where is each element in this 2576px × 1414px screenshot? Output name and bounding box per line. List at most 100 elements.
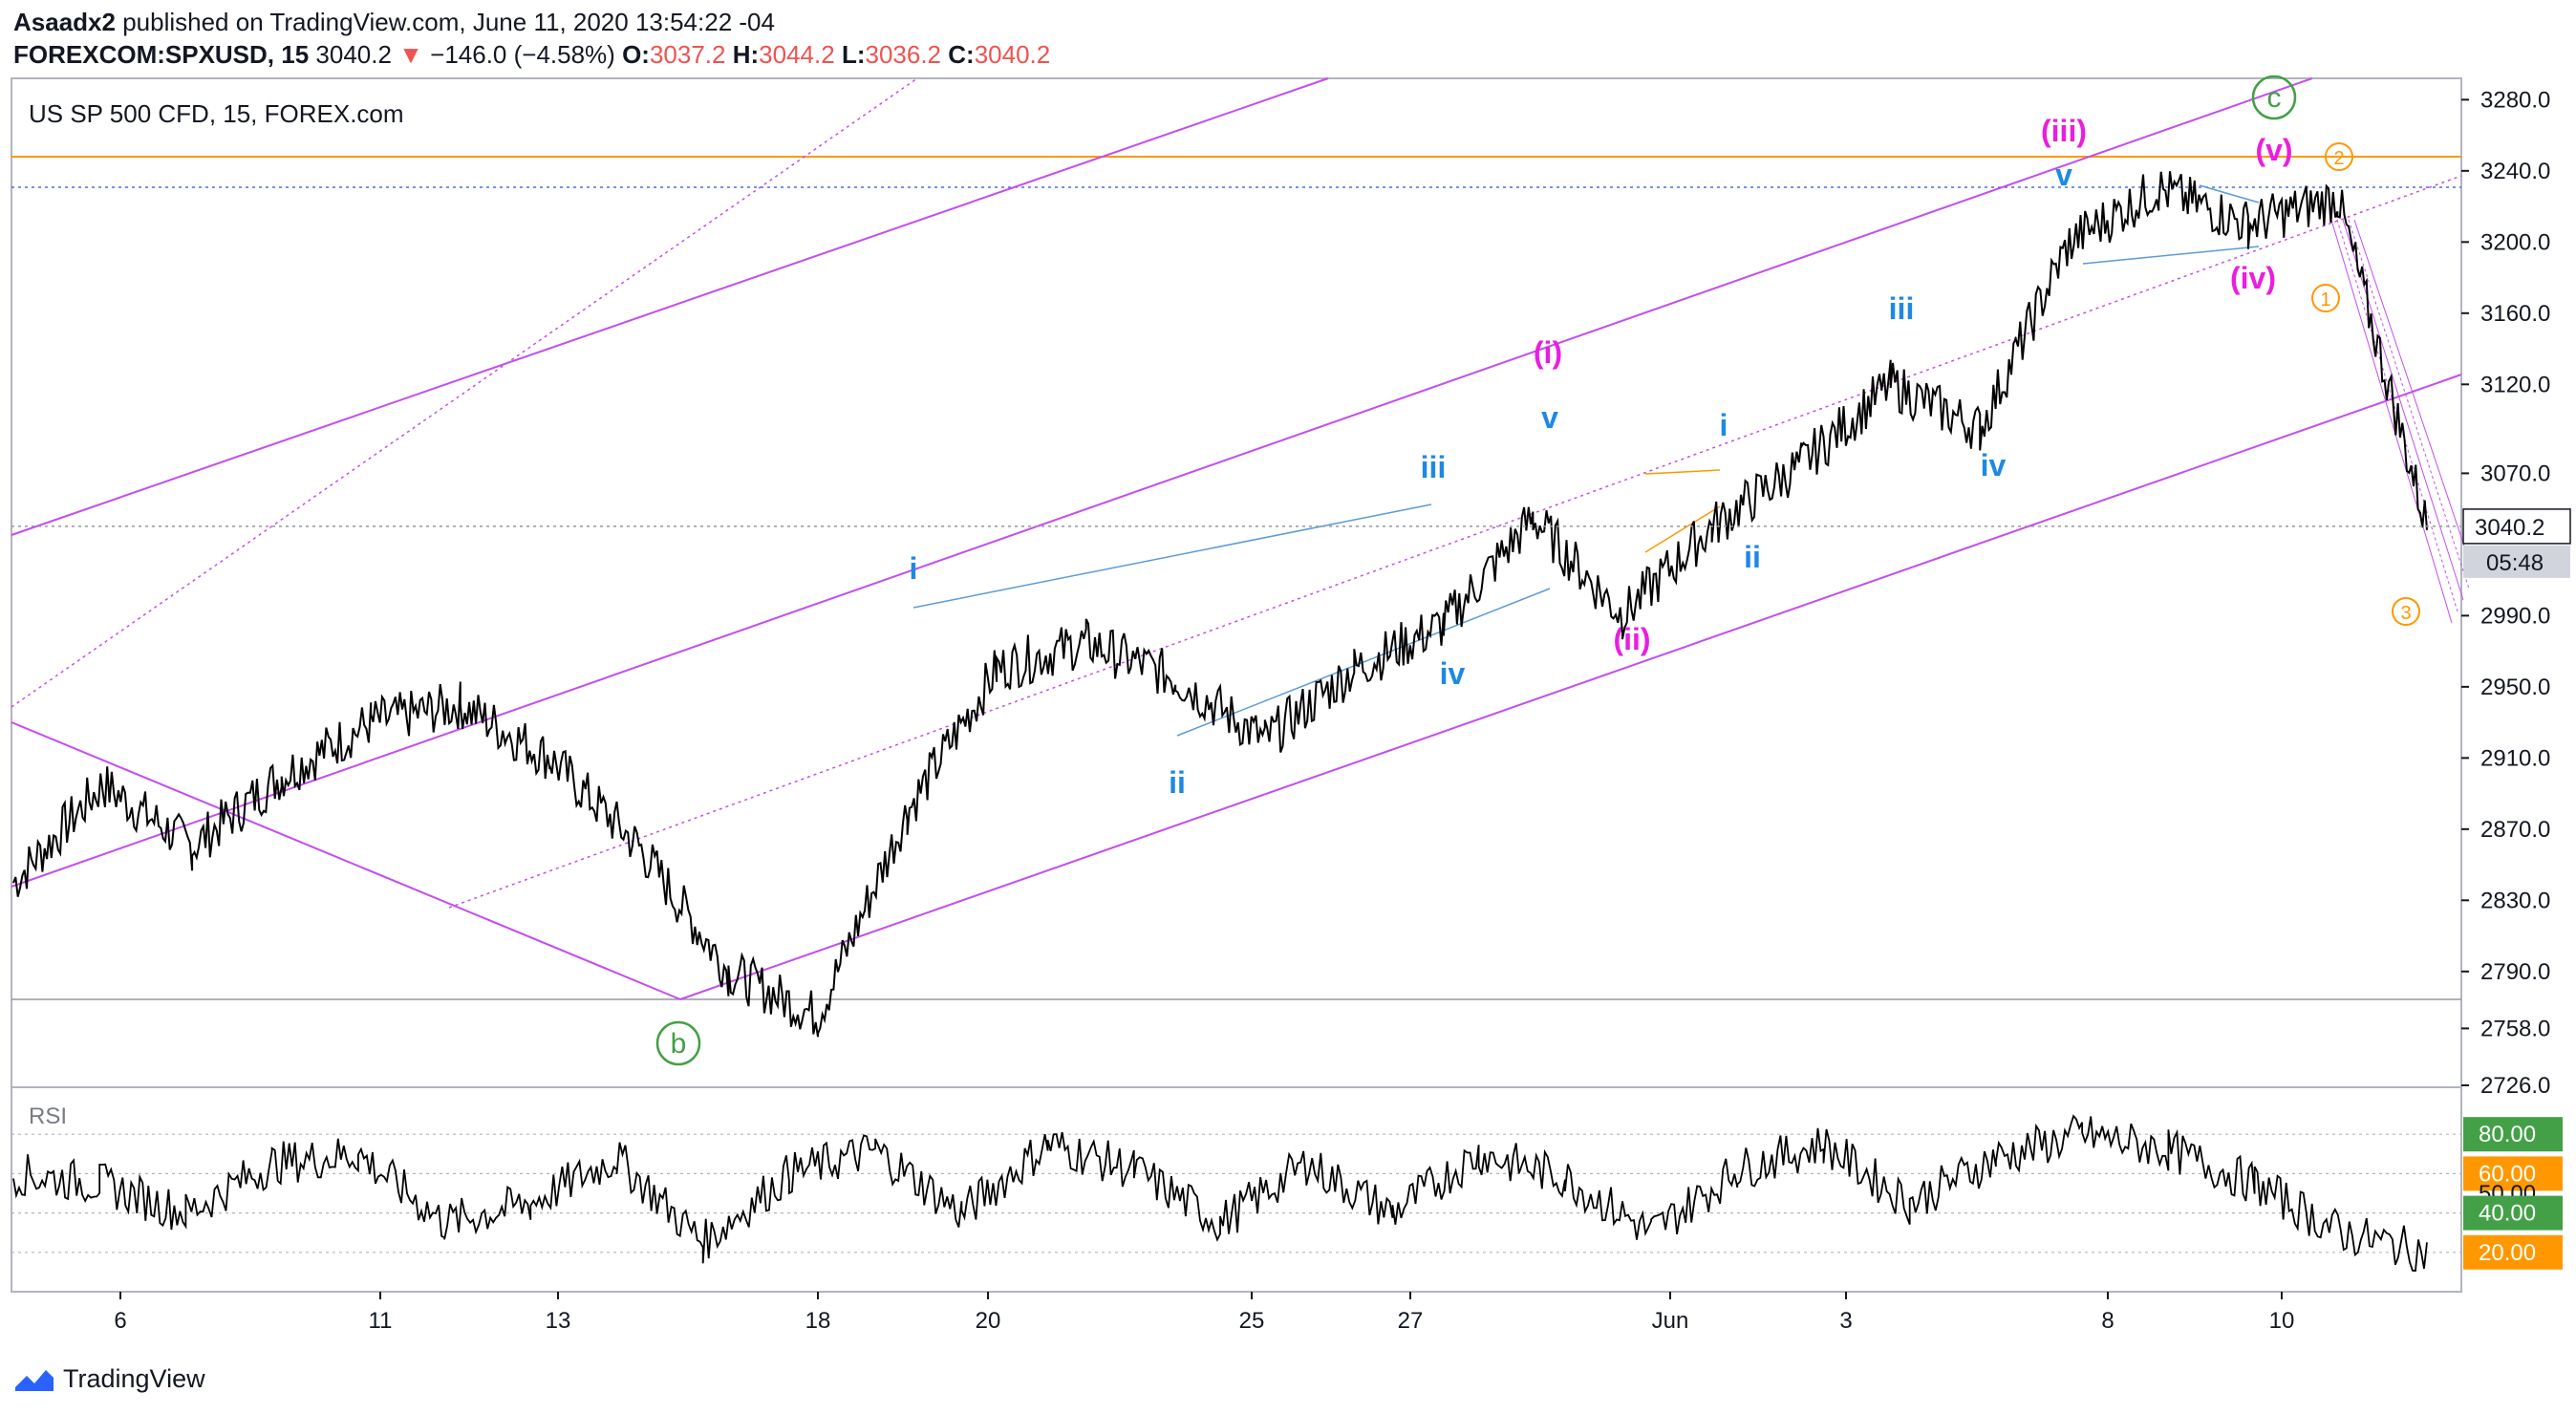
wave-label: b — [671, 1028, 687, 1060]
published-text: published on TradingView.com, June 11, 2… — [122, 8, 775, 36]
wedge-lower-line — [1176, 588, 1551, 737]
wave-label: 2 — [2333, 148, 2344, 169]
symbol-label: FOREXCOM:SPXUSD, 15 — [13, 40, 310, 69]
countdown-box — [2463, 545, 2570, 578]
wave-label: iii — [1421, 450, 1447, 484]
low-label: L: — [841, 40, 866, 69]
triangle-lower-line-2 — [2082, 246, 2260, 265]
plot-border — [11, 77, 2462, 1293]
triangle-upper-line-2 — [2199, 184, 2260, 204]
high-label: H: — [732, 40, 760, 69]
price-series — [12, 171, 2428, 1038]
price-change: −146.0 (−4.58%) — [430, 40, 615, 69]
wave-label: iv — [1440, 656, 1466, 691]
wave-circle — [2325, 142, 2353, 171]
close-label: C: — [948, 40, 975, 69]
y-tick-label: 3240.0 — [2480, 159, 2550, 184]
wave-label: 3 — [2400, 603, 2411, 624]
wave-label: iii — [1889, 291, 1915, 326]
wave-label: (i) — [1534, 335, 1562, 370]
wave-label: i — [910, 551, 918, 586]
upper-channel-line — [11, 77, 1329, 536]
countdown-label: 05:48 — [2486, 550, 2544, 576]
x-tick-label: 18 — [805, 1308, 831, 1334]
x-tick-label: Jun — [1652, 1308, 1689, 1334]
wave-label: c — [2267, 82, 2282, 114]
wave-label: (iii) — [2041, 114, 2087, 148]
last-price-box — [2462, 508, 2571, 545]
y-tick-label: 2726.0 — [2480, 1073, 2550, 1099]
x-tick-label: 25 — [1239, 1308, 1265, 1334]
chart-title: US SP 500 CFD, 15, FOREX.com — [29, 99, 404, 128]
main-channel-mid-line — [448, 175, 2462, 909]
y-tick-label: 2830.0 — [2480, 888, 2550, 913]
upper-channel-mid-line — [11, 77, 918, 708]
y-tick-label: 3200.0 — [2480, 229, 2550, 255]
y-tick-label: 2990.0 — [2480, 603, 2550, 629]
triangle-upper-line — [1644, 469, 1721, 475]
rsi-level-box — [2463, 1234, 2563, 1270]
x-tick-label: 13 — [546, 1308, 571, 1334]
wave-label: v — [1541, 400, 1558, 435]
fan-line — [2348, 219, 2470, 589]
rsi-level-label: 20.00 — [2479, 1240, 2536, 1266]
wave-label: (ii) — [1613, 622, 1650, 656]
x-tick-label: 8 — [2101, 1308, 2114, 1334]
chart-frame: US SP 500 CFD, 15, FOREX.com RSI — [11, 77, 2462, 1293]
publication-line: Asaadx2 published on TradingView.com, Ju… — [13, 8, 775, 37]
y-tick-label: 3280.0 — [2480, 87, 2550, 113]
y-tick-label: 3070.0 — [2480, 461, 2550, 486]
ohlc-line: FOREXCOM:SPXUSD, 15 3040.2 ▼ −146.0 (−4.… — [13, 40, 1050, 70]
rsi-level-box — [2463, 1117, 2563, 1152]
author-name[interactable]: Asaadx2 — [13, 8, 116, 36]
price-line — [12, 171, 2428, 1038]
y-tick-label: 2870.0 — [2480, 817, 2550, 843]
open-label: O: — [622, 40, 650, 69]
wave-label: i — [1720, 408, 1728, 442]
rsi-level-box — [2463, 1195, 2563, 1231]
wave-label: 1 — [2320, 289, 2330, 311]
last-price-label: 3040.2 — [2475, 515, 2544, 541]
descending-line — [11, 721, 681, 1000]
triangle-lower-line — [1644, 505, 1721, 553]
main-channel-lower-line — [679, 374, 2462, 1000]
tradingview-brand[interactable]: TradingView — [63, 1364, 205, 1393]
low-value: 3036.2 — [865, 40, 942, 69]
x-tick-label: 11 — [369, 1308, 393, 1334]
wave-circle — [655, 1020, 701, 1066]
wave-label: v — [2055, 158, 2072, 192]
rsi-level-box — [2463, 1156, 2563, 1191]
wave-label: iv — [1981, 448, 2007, 482]
rsi-level-label: 60.00 — [2479, 1161, 2536, 1187]
axes: 3280.0 3240.0 3200.0 3160.0 3120.0 3070.0 2990… — [11, 87, 2571, 1334]
fan-line — [2342, 219, 2464, 601]
rsi-line — [12, 1114, 2428, 1273]
high-value: 3044.2 — [759, 40, 835, 69]
open-value: 3037.2 — [649, 40, 726, 69]
last-price: 3040.2 — [315, 40, 392, 69]
wave-circle — [2311, 284, 2340, 312]
footer: TradingView — [13, 1364, 205, 1394]
y-tick-label: 3120.0 — [2480, 372, 2550, 397]
wave-label: (v) — [2255, 133, 2292, 167]
close-value: 3040.2 — [974, 40, 1051, 69]
x-tick-label: 27 — [1398, 1308, 1424, 1334]
fan-line — [2330, 219, 2453, 624]
rsi-level-label: 80.00 — [2479, 1122, 2536, 1147]
fan-line — [2353, 219, 2476, 578]
rsi-level-label: 40.00 — [2479, 1201, 2536, 1227]
y-tick-label: 2790.0 — [2480, 959, 2550, 985]
x-tick-label: 10 — [2269, 1308, 2295, 1334]
x-tick-label: 20 — [976, 1308, 1001, 1334]
wave-label: ii — [1744, 540, 1761, 574]
y-tick-label: 2950.0 — [2480, 675, 2550, 700]
wave-circle — [2251, 75, 2297, 120]
rsi-title: RSI — [29, 1103, 67, 1129]
y-tick-label: 2910.0 — [2480, 745, 2550, 771]
down-arrow-icon: ▼ — [398, 40, 423, 69]
y-tick-label: 3160.0 — [2480, 301, 2550, 327]
wave-label: (iv) — [2230, 261, 2276, 295]
